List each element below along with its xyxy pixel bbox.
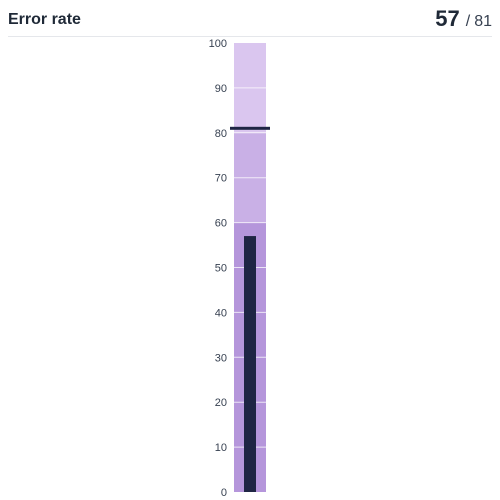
- current-value: 57: [435, 6, 460, 31]
- value-separator: /: [465, 13, 471, 30]
- card-header: Error rate 57 /81: [8, 0, 492, 37]
- value-bar: [244, 236, 256, 492]
- y-tick-label-60: 60: [215, 218, 227, 230]
- value-readout: 57 /81: [435, 6, 492, 32]
- y-tick-label-20: 20: [215, 397, 227, 409]
- y-tick-label-40: 40: [215, 307, 227, 319]
- y-tick-label-10: 10: [215, 442, 227, 454]
- y-tick-label-90: 90: [215, 83, 227, 95]
- y-tick-label-0: 0: [221, 487, 227, 499]
- y-tick-label-100: 100: [209, 38, 227, 50]
- target-value: 81: [474, 13, 492, 30]
- y-tick-label-30: 30: [215, 352, 227, 364]
- y-tick-label-80: 80: [215, 128, 227, 140]
- target-marker: [230, 126, 270, 130]
- y-tick-label-70: 70: [215, 173, 227, 185]
- y-tick-label-50: 50: [215, 263, 227, 275]
- card-title: Error rate: [8, 11, 81, 28]
